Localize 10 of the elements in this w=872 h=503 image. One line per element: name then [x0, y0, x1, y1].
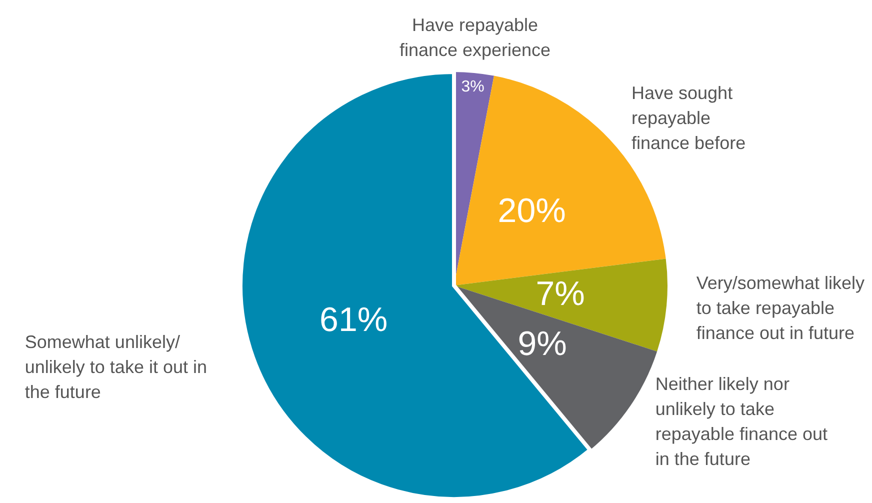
slice-label: Have repayable finance experience	[398, 14, 552, 62]
slice-label: Have sought repayable finance before	[632, 82, 747, 156]
data-label: 7%	[536, 274, 585, 313]
data-label: 9%	[518, 324, 567, 363]
slice-label: Somewhat unlikely/ unlikely to take it out in the future	[24, 331, 208, 404]
slice-label: Very/somewhat likely to take repayable finance out in future	[696, 272, 866, 345]
slice-label: Neither likely nor unlikely to take repayable finance out in the future	[655, 373, 829, 472]
data-label: 3%	[461, 78, 484, 96]
data-label: 20%	[498, 192, 566, 230]
data-label: 61%	[320, 301, 388, 340]
